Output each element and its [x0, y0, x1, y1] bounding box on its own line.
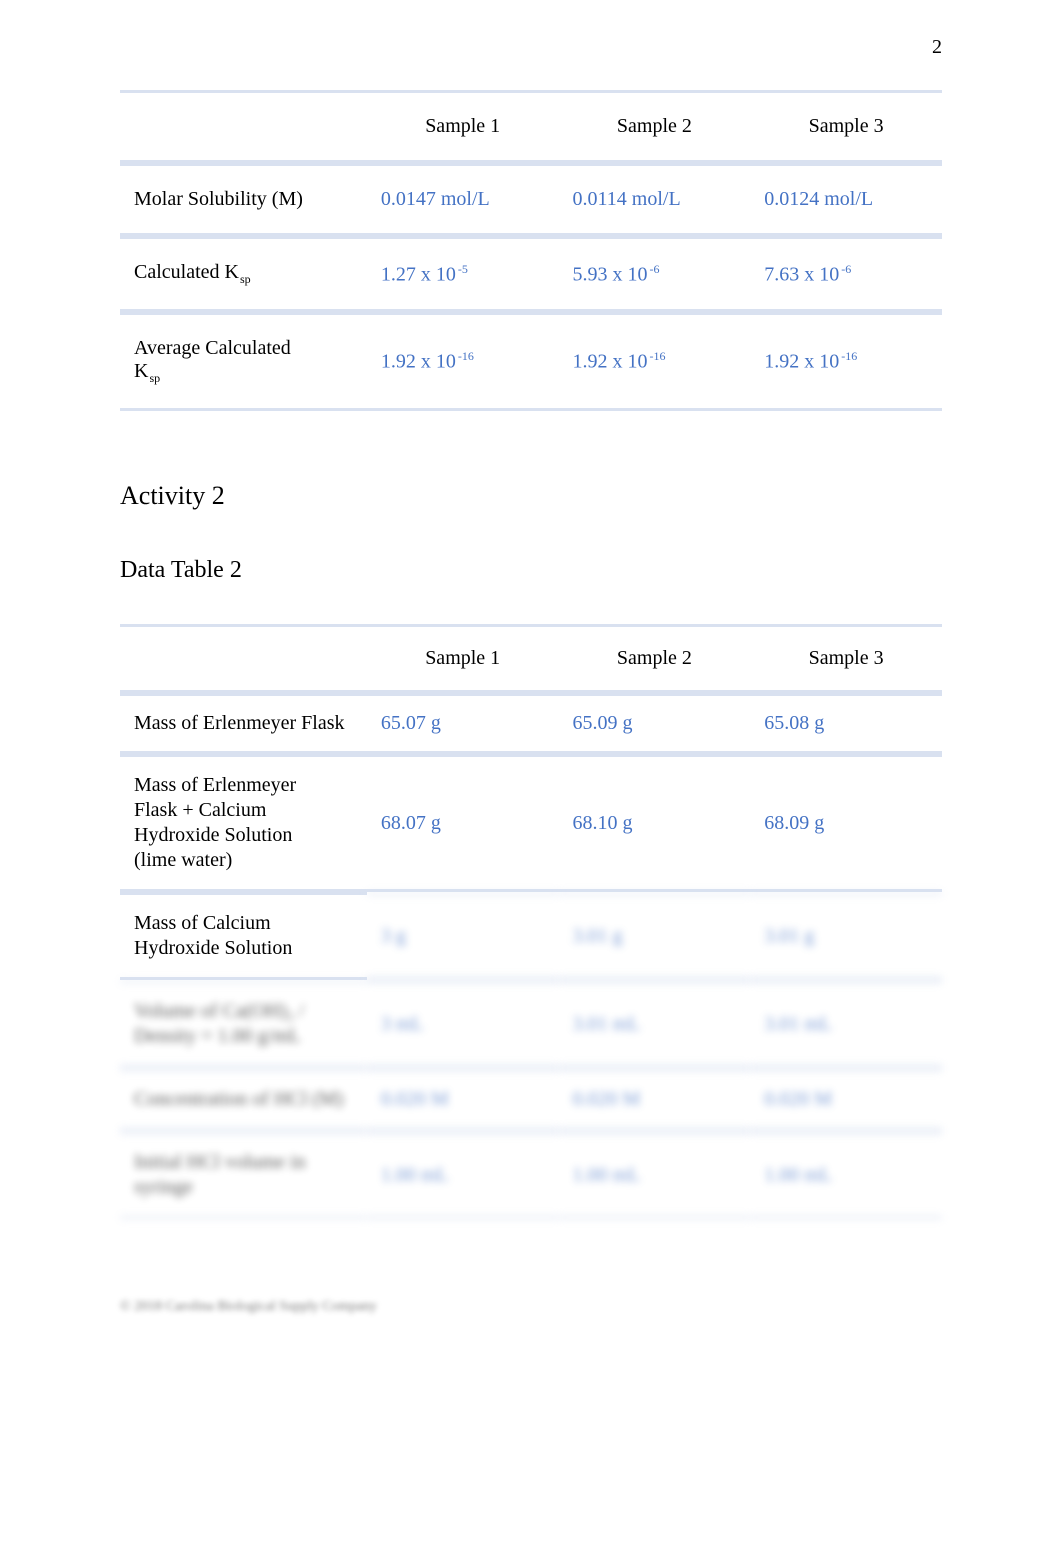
- sci-exp: -16: [458, 349, 474, 363]
- cell-value: 65.09 g: [559, 693, 751, 754]
- cell-value: 65.07 g: [367, 693, 559, 754]
- cell-value-hidden: 3.01 g: [750, 892, 942, 980]
- cell-value-hidden: 1.00 mL: [367, 1131, 559, 1219]
- cell-value-hidden: 0.020 M: [750, 1068, 942, 1131]
- row-label-hidden: Concentration of HCl (M): [120, 1068, 367, 1131]
- col-header: Sample 3: [750, 624, 942, 693]
- col-header: Sample 2: [559, 90, 751, 163]
- subscript: sp: [240, 272, 251, 286]
- table-row: Concentration of HCl (M) 0.020 M 0.020 M…: [120, 1068, 942, 1131]
- row-label: Mass of CalciumHydroxide Solution: [120, 892, 367, 980]
- sci-exp: -5: [458, 262, 468, 276]
- cell-value: 1.27 x 10-5: [367, 236, 559, 312]
- row-label-hidden: Initial HCl volume in syringe: [120, 1131, 367, 1219]
- copyright-text: © 2018 Carolina Biological Supply Compan…: [120, 1299, 942, 1315]
- cell-value: 1.92 x 10-16: [750, 312, 942, 411]
- sci-base: 1.92 x 10: [764, 351, 839, 373]
- cell-value: 68.07 g: [367, 754, 559, 892]
- label-text: Calculated K: [134, 261, 239, 283]
- table-row: Mass of Erlenmeyer Flask 65.07 g 65.09 g…: [120, 693, 942, 754]
- cell-value: 0.0114 mol/L: [559, 163, 751, 236]
- sci-exp: -16: [650, 349, 666, 363]
- table-row: Molar Solubility (M) 0.0147 mol/L 0.0114…: [120, 163, 942, 236]
- sci-base: 7.63 x 10: [764, 263, 839, 285]
- col-header: Sample 1: [367, 624, 559, 693]
- document-page: 2 Sample 1 Sample 2 Sample 3 Molar Solub…: [0, 0, 1062, 1375]
- cell-value: 1.92 x 10-16: [559, 312, 751, 411]
- cell-value-hidden: 3.01 mL: [559, 980, 751, 1068]
- row-label: Molar Solubility (M): [120, 163, 367, 236]
- table-header-row: Sample 1 Sample 2 Sample 3: [120, 90, 942, 163]
- col-header: Sample 3: [750, 90, 942, 163]
- sci-exp: -6: [841, 262, 851, 276]
- table-header-row: Sample 1 Sample 2 Sample 3: [120, 624, 942, 693]
- cell-value: 7.63 x 10-6: [750, 236, 942, 312]
- cell-value-hidden: 0.020 M: [559, 1068, 751, 1131]
- row-label: Mass of Erlenmeyer Flask: [120, 693, 367, 754]
- row-label: Average CalculatedKsp: [120, 312, 367, 411]
- row-label: Mass of ErlenmeyerFlask + CalciumHydroxi…: [120, 754, 367, 892]
- page-number: 2: [932, 36, 942, 59]
- cell-value-hidden: 3 g: [367, 892, 559, 980]
- cell-value: 68.09 g: [750, 754, 942, 892]
- row-label: Calculated Ksp: [120, 236, 367, 312]
- sci-exp: -6: [650, 262, 660, 276]
- table-row: Mass of ErlenmeyerFlask + CalciumHydroxi…: [120, 754, 942, 892]
- sci-base: 5.93 x 10: [573, 263, 648, 285]
- sci-base: 1.92 x 10: [381, 351, 456, 373]
- cell-value-hidden: 3.01 mL: [750, 980, 942, 1068]
- section-heading: Activity 2: [120, 481, 942, 511]
- sub-heading: Data Table 2: [120, 557, 942, 584]
- cell-value-hidden: 3 mL: [367, 980, 559, 1068]
- cell-value-hidden: 0.020 M: [367, 1068, 559, 1131]
- table-row: Mass of CalciumHydroxide Solution 3 g 3.…: [120, 892, 942, 980]
- data-table-2: Sample 1 Sample 2 Sample 3 Mass of Erlen…: [120, 624, 942, 1219]
- sci-base: 1.92 x 10: [573, 351, 648, 373]
- cell-value-hidden: 1.00 mL: [559, 1131, 751, 1219]
- row-label-hidden: Volume of Ca(OH)₂ / Density = 1.00 g/mL: [120, 980, 367, 1068]
- data-table-1: Sample 1 Sample 2 Sample 3 Molar Solubil…: [120, 90, 942, 411]
- cell-value: 0.0124 mol/L: [750, 163, 942, 236]
- sci-exp: -16: [841, 349, 857, 363]
- table-row: Average CalculatedKsp 1.92 x 10-16 1.92 …: [120, 312, 942, 411]
- cell-value: 5.93 x 10-6: [559, 236, 751, 312]
- subscript: sp: [149, 371, 160, 385]
- col-header-empty: [120, 90, 367, 163]
- cell-value: 65.08 g: [750, 693, 942, 754]
- cell-value: 1.92 x 10-16: [367, 312, 559, 411]
- cell-value: 0.0147 mol/L: [367, 163, 559, 236]
- col-header-empty: [120, 624, 367, 693]
- col-header: Sample 2: [559, 624, 751, 693]
- cell-value: 68.10 g: [559, 754, 751, 892]
- table-row: Volume of Ca(OH)₂ / Density = 1.00 g/mL …: [120, 980, 942, 1068]
- cell-value-hidden: 1.00 mL: [750, 1131, 942, 1219]
- cell-value-hidden: 3.01 g: [559, 892, 751, 980]
- col-header: Sample 1: [367, 90, 559, 163]
- table-row: Initial HCl volume in syringe 1.00 mL 1.…: [120, 1131, 942, 1219]
- table-row: Calculated Ksp 1.27 x 10-5 5.93 x 10-6 7…: [120, 236, 942, 312]
- sci-base: 1.27 x 10: [381, 263, 456, 285]
